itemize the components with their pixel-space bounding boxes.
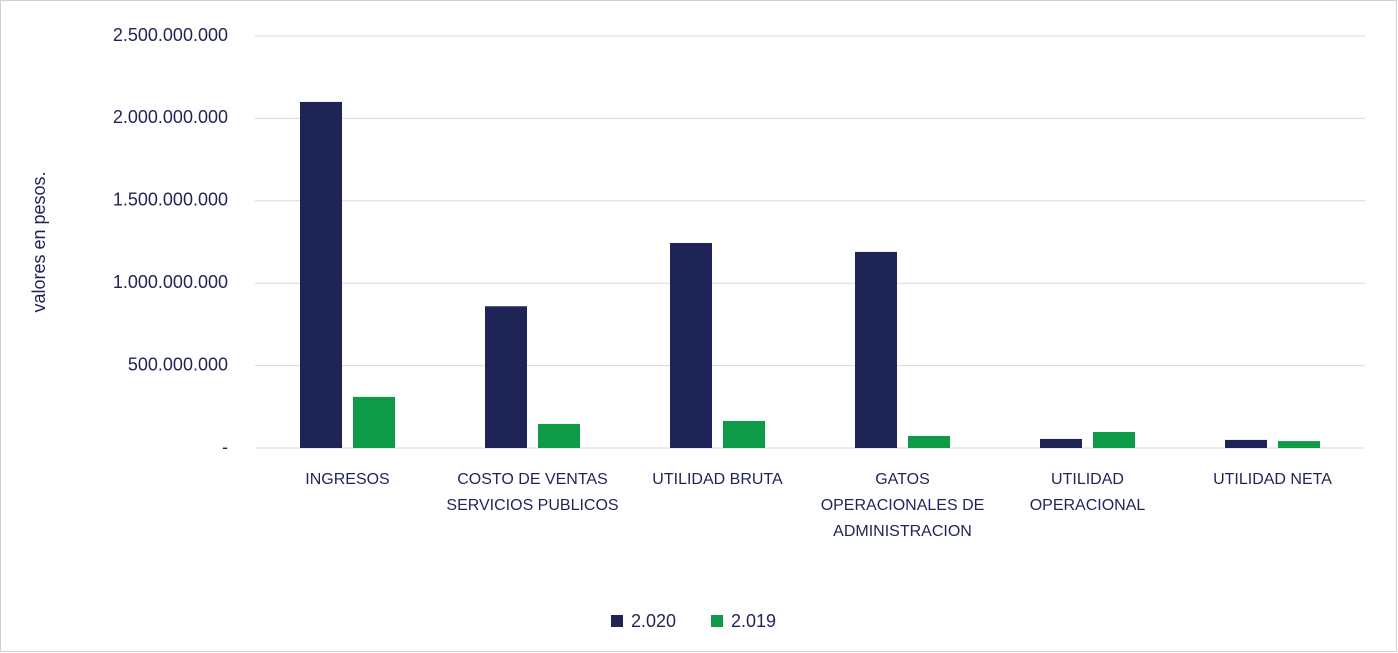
x-tick-label: UTILIDAD NETA xyxy=(1213,471,1332,488)
legend-label: 2.019 xyxy=(731,611,776,631)
y-axis-label: valores en pesos. xyxy=(29,171,49,312)
bar xyxy=(1040,438,1082,448)
bar xyxy=(670,242,712,448)
y-tick-label: 1.500.000.000 xyxy=(113,190,228,210)
y-tick-label: - xyxy=(222,437,228,457)
bar xyxy=(1093,432,1135,448)
bar xyxy=(300,101,342,449)
bar xyxy=(1278,441,1320,448)
x-tick-label: INGRESOS xyxy=(305,471,389,488)
bar xyxy=(855,251,897,448)
bar xyxy=(485,306,527,448)
x-tick-label: UTILIDAD OPERACIONAL xyxy=(1030,471,1146,514)
legend-swatch xyxy=(711,615,723,627)
x-tick-label: COSTO DE VENTAS SERVICIOS PUBLICOS xyxy=(446,471,618,514)
legend-label: 2.020 xyxy=(631,611,676,631)
legend-swatch xyxy=(611,615,623,627)
y-tick-label: 1.000.000.000 xyxy=(113,272,228,292)
y-tick-label: 2.500.000.000 xyxy=(113,25,228,45)
bar xyxy=(908,435,950,448)
y-tick-label: 2.000.000.000 xyxy=(113,107,228,127)
x-tick-label: UTILIDAD BRUTA xyxy=(652,471,783,488)
bar xyxy=(723,420,765,448)
x-tick-label: GATOS OPERACIONALES DE ADMINISTRACION xyxy=(821,471,985,540)
bar xyxy=(1225,439,1267,448)
bar xyxy=(353,396,395,448)
bar xyxy=(538,423,580,448)
y-tick-label: 500.000.000 xyxy=(128,354,228,374)
